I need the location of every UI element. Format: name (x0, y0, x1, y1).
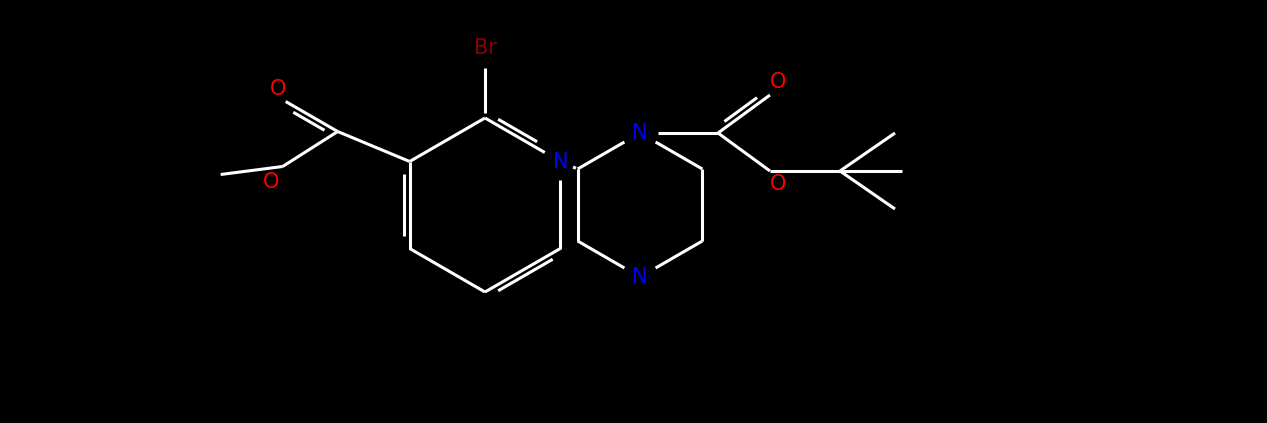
Text: Br: Br (474, 38, 497, 58)
Text: N: N (552, 151, 568, 171)
Text: O: O (770, 174, 787, 194)
Text: N: N (632, 267, 647, 287)
Text: O: O (270, 79, 286, 99)
Text: O: O (262, 171, 279, 192)
Text: O: O (770, 72, 787, 92)
Text: N: N (632, 123, 647, 143)
